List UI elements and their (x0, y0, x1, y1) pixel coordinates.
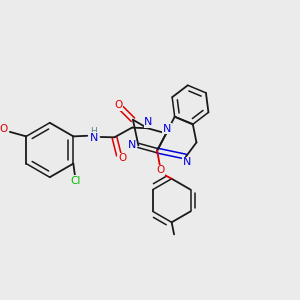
Text: O: O (156, 165, 165, 175)
Text: N: N (144, 117, 153, 127)
Text: O: O (0, 124, 8, 134)
Text: O: O (118, 154, 126, 164)
Text: N: N (183, 157, 191, 167)
Text: O: O (114, 100, 122, 110)
Text: H: H (91, 127, 97, 136)
Text: N: N (90, 133, 98, 143)
Text: N: N (163, 124, 171, 134)
Text: N: N (128, 140, 136, 151)
Text: Cl: Cl (70, 176, 81, 186)
